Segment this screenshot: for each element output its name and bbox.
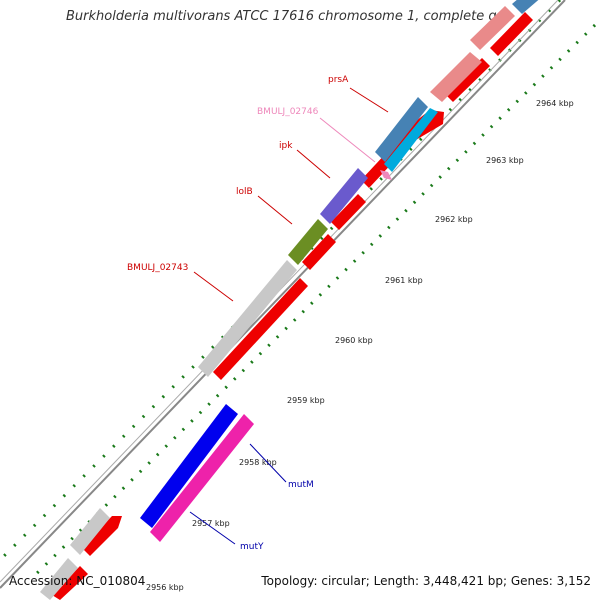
tick-label-2958: 2958 kbp [239, 458, 277, 467]
gene-feature-prsA-blue[interactable] [375, 97, 428, 162]
cds-feature-red-1[interactable] [213, 278, 308, 380]
gene-feature-lolB[interactable] [288, 219, 328, 265]
gene-feature-ipk[interactable] [320, 168, 368, 224]
gene-label-lolB[interactable]: lolB [236, 187, 253, 197]
accession-text: Accession: NC_010804 [9, 574, 146, 588]
gene-feature-mutM[interactable] [140, 404, 238, 528]
gene-feature-pink-light[interactable] [430, 52, 482, 102]
cds-feature-red-8[interactable] [82, 516, 122, 556]
gene-label-mutM[interactable]: mutM [288, 480, 314, 490]
gene-feature-pink-top[interactable] [470, 6, 515, 50]
leader-ipk [296, 149, 331, 179]
gene-label-BMULJ_02746[interactable]: BMULJ_02746 [257, 107, 319, 117]
inner-tick-rail [0, 0, 562, 562]
gene-feature-BMULJ_02746[interactable] [380, 170, 392, 180]
tick-label-2960: 2960 kbp [335, 336, 373, 345]
leader-mutM [249, 443, 287, 483]
leader-prsA [349, 87, 389, 113]
tick-label-2964: 2964 kbp [536, 99, 574, 108]
tick-label-2963: 2963 kbp [486, 156, 524, 165]
gene-label-ipk[interactable]: ipk [279, 141, 293, 151]
tick-label-2959: 2959 kbp [287, 396, 325, 405]
gene-feature-gray-bottom[interactable] [40, 558, 78, 600]
leader-lolB [257, 195, 293, 225]
backbone-line-outer [0, 0, 566, 589]
cds-feature-red-6[interactable] [445, 58, 490, 102]
cds-feature-red-2[interactable] [302, 234, 336, 270]
gene-feature-cyan[interactable] [384, 108, 438, 172]
gene-label-mutY[interactable]: mutY [240, 542, 264, 552]
gene-feature-gray-lower[interactable] [70, 508, 110, 555]
cds-feature-red-9[interactable] [52, 566, 88, 600]
leader-mutY [189, 511, 236, 545]
gene-label-prsA[interactable]: prsA [328, 75, 349, 85]
leader-BMULJ_02746 [319, 117, 376, 163]
gene-feature-gray-large[interactable] [198, 260, 297, 377]
cds-feature-red-7[interactable] [490, 12, 533, 56]
leader-BMULJ_02743 [193, 271, 234, 302]
tick-label-2956: 2956 kbp [146, 583, 184, 592]
tick-label-2961: 2961 kbp [385, 276, 423, 285]
cds-feature-red-3[interactable] [331, 194, 366, 230]
gene-label-BMULJ_02743[interactable]: BMULJ_02743 [127, 263, 188, 273]
gene-feature-steelblue-top[interactable] [512, 0, 550, 14]
tick-label-2957: 2957 kbp [192, 519, 230, 528]
gene-feature-mutY[interactable] [150, 414, 254, 542]
genome-stats-text: Topology: circular; Length: 3,448,421 bp… [261, 574, 591, 588]
tick-label-2962: 2962 kbp [435, 215, 473, 224]
map-title: Burkholderia multivorans ATCC 17616 chro… [66, 9, 509, 24]
